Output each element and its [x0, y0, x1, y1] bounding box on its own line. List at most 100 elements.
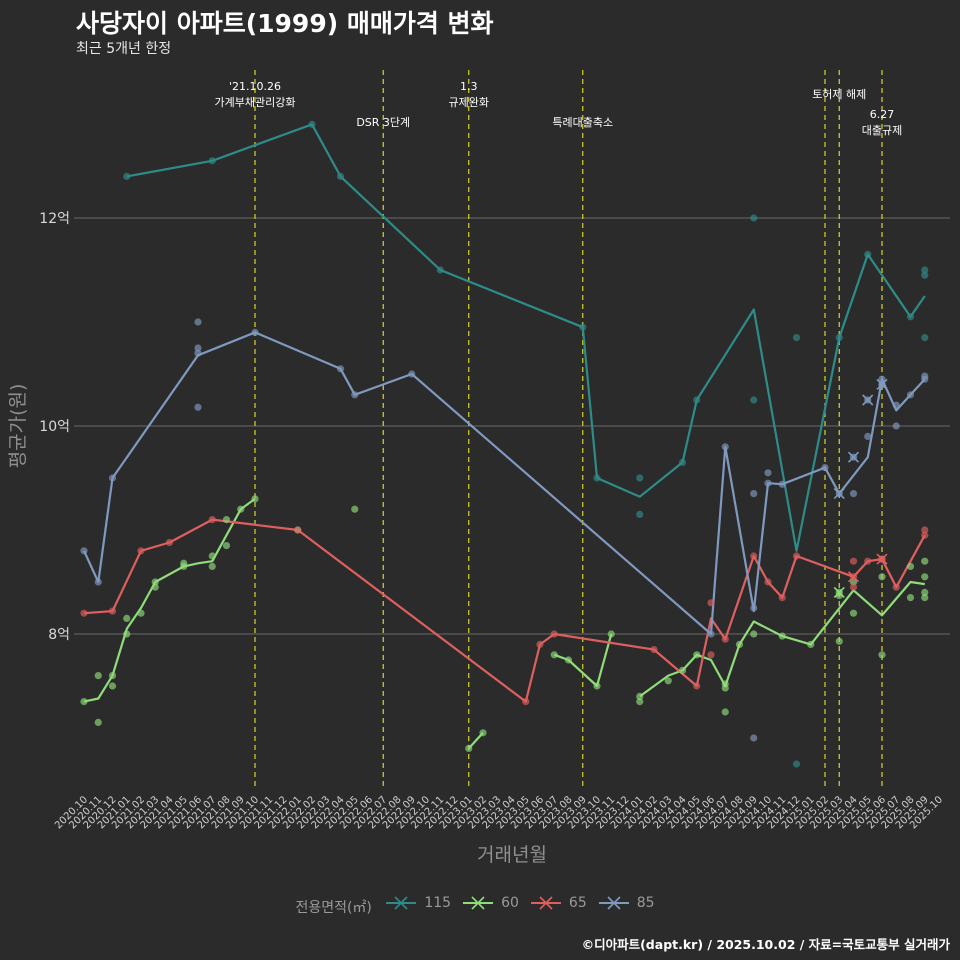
data-point-60: [80, 698, 88, 706]
legend-key-cross: [539, 896, 553, 910]
legend-label: 60: [501, 895, 519, 911]
series-line-60: [83, 497, 256, 703]
data-point-65: [849, 583, 858, 591]
legend-key-icon: [463, 896, 494, 910]
data-point-85: [878, 375, 886, 383]
legend-key-cross: [471, 896, 485, 910]
data-point-85: [336, 365, 345, 373]
data-point-60: [921, 557, 929, 565]
y-axis-ticks: 8억 10억 12억: [39, 211, 70, 643]
data-point-85: [750, 734, 758, 742]
data-point-65: [921, 531, 929, 539]
data-point-85: [892, 422, 900, 430]
event-label: 토허제 해제: [812, 87, 866, 101]
cross-x: [876, 378, 888, 390]
data-point-60: [208, 562, 216, 571]
data-point-85: [194, 403, 202, 411]
data-point-60: [137, 609, 145, 617]
data-point-85: [778, 480, 786, 488]
data-point-85: [864, 432, 872, 440]
x-axis-ticks: 2020.102020.112020.122021.012021.022021.…: [53, 794, 945, 831]
data-point-85: [906, 391, 915, 399]
data-point-60: [835, 637, 843, 645]
data-point-85: [892, 401, 900, 409]
data-point-60: [721, 680, 729, 688]
legend-key-cross: [607, 896, 621, 910]
event-label: '21.10.26: [229, 80, 281, 93]
data-point-65: [750, 552, 758, 560]
legend-key-icon: [386, 896, 417, 910]
legend-item-115: 115: [384, 894, 451, 912]
cross-marker-65: [876, 553, 888, 565]
data-point-60: [921, 588, 929, 597]
data-point-65: [707, 599, 715, 607]
data-point-115: [750, 396, 758, 404]
data-point-65: [849, 557, 858, 565]
data-point-65: [137, 547, 145, 555]
data-point-65: [208, 516, 216, 524]
data-point-65: [921, 526, 929, 534]
cross-marker-60: [833, 586, 845, 598]
cross-x: [876, 553, 888, 565]
cross-x: [833, 488, 845, 500]
data-point-60: [636, 692, 644, 701]
data-point-115: [336, 172, 345, 180]
data-point-65: [778, 594, 786, 602]
legend-key-icon: [598, 896, 629, 910]
data-point-85: [351, 391, 359, 399]
data-point-60: [778, 632, 786, 640]
data-point-60: [351, 505, 359, 513]
data-point-60: [108, 672, 117, 680]
data-point-60: [465, 744, 473, 753]
series-line-60: [553, 633, 613, 688]
data-point-115: [636, 510, 644, 518]
data-point-115: [593, 474, 601, 482]
data-point-60: [607, 630, 615, 638]
cross-x: [862, 394, 874, 406]
data-point-65: [650, 646, 658, 654]
cross-x: [847, 571, 860, 583]
series-line-85: [83, 331, 926, 636]
data-point-60: [636, 698, 644, 706]
data-point-115: [750, 214, 758, 222]
data-point-85: [764, 479, 772, 487]
data-point-85: [849, 490, 858, 498]
data-point-85: [921, 372, 929, 380]
data-point-65: [550, 630, 558, 638]
data-point-60: [237, 505, 245, 513]
y-axis-label: 평균가(원): [7, 384, 29, 469]
data-point-115: [208, 157, 216, 165]
event-label: 규제완화: [449, 96, 489, 109]
data-point-60: [151, 578, 159, 586]
data-point-60: [849, 609, 858, 617]
data-point-60: [123, 630, 131, 638]
legend-key-icon: [530, 896, 561, 910]
chart-title: 사당자이 아파트(1999) 매매가격 변화: [76, 9, 494, 38]
data-point-85: [108, 474, 117, 482]
x-axis-label: 거래년월: [477, 844, 547, 866]
legend: 전용면적(㎡) 115 60 65 85: [0, 894, 960, 917]
data-point-65: [165, 538, 174, 547]
event-label: 6.27: [870, 108, 895, 121]
data-point-85: [251, 328, 259, 336]
data-point-60: [94, 672, 102, 680]
data-point-60: [94, 718, 102, 727]
data-point-85: [821, 464, 829, 472]
data-point-85: [194, 318, 202, 326]
chart-subtitle: 최근 5개년 한정: [76, 41, 172, 57]
data-point-65: [721, 635, 729, 643]
data-point-60: [849, 578, 858, 586]
data-point-60: [750, 630, 758, 638]
data-point-65: [522, 698, 530, 706]
data-point-85: [750, 490, 758, 498]
event-label: 가계부채관리강화: [215, 96, 296, 109]
data-point-60: [208, 552, 216, 560]
cross-marker-85: [862, 394, 874, 406]
data-point-85: [408, 370, 416, 378]
data-point-115: [678, 458, 687, 466]
data-point-115: [906, 313, 915, 321]
legend-label: 115: [424, 895, 452, 911]
data-point-65: [80, 609, 88, 617]
